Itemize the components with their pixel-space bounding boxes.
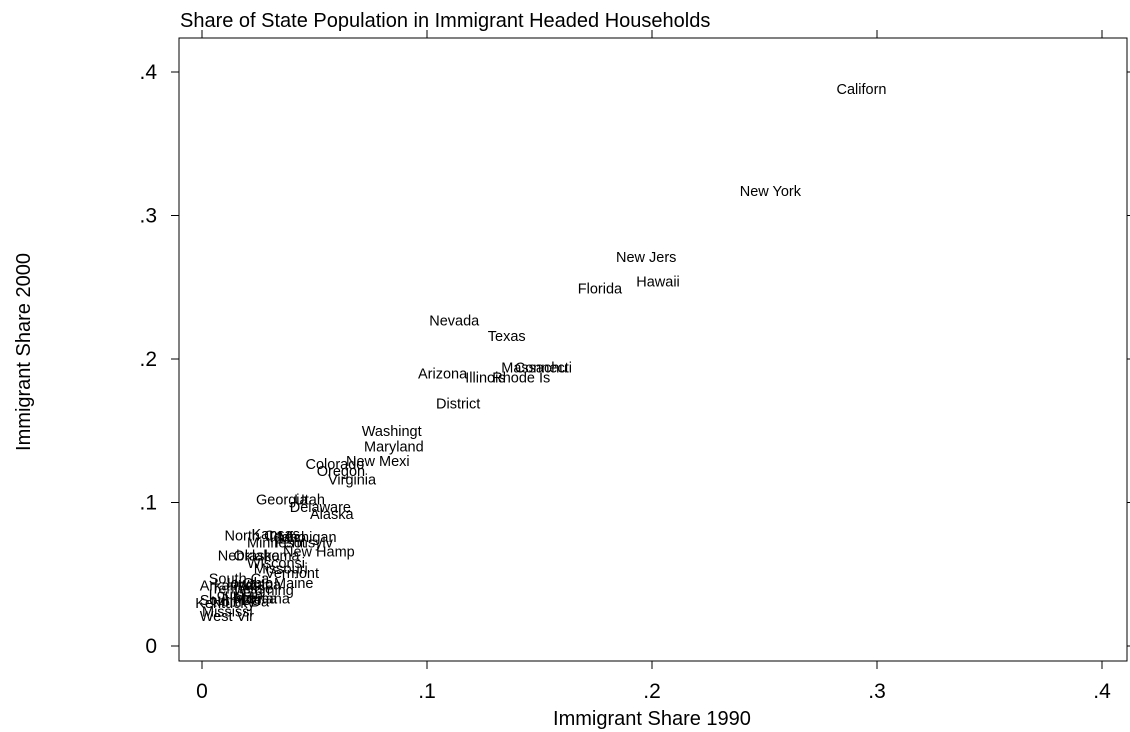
point-label-13: Washingt [362, 424, 422, 440]
y-tick-label-0: 0 [145, 635, 157, 658]
x-tick-label-2: .2 [643, 680, 661, 703]
point-label-19: Georgia [256, 493, 309, 509]
point-label-25: Idaho [270, 530, 306, 546]
x-tick-label-1: .1 [418, 680, 436, 703]
chart-title: Share of State Population in Immigrant H… [180, 10, 710, 32]
point-label-39: Maine [274, 576, 314, 592]
point-label-23: North Ca [225, 529, 284, 545]
point-label-5: Nevada [429, 313, 480, 329]
point-label-0: Californ [837, 82, 887, 98]
x-tick-label-3: .3 [868, 680, 886, 703]
point-label-22: Alaska [310, 507, 354, 523]
point-label-31: Oklahoma [234, 549, 301, 565]
point-label-50: West Vir [200, 609, 254, 625]
point-label-4: Florida [578, 282, 623, 298]
point-label-30: Nebraska [218, 549, 281, 565]
point-label-9: Arizona [418, 366, 468, 382]
point-label-47: North Da [211, 595, 270, 611]
point-label-32: Wisconsi [247, 556, 305, 572]
point-labels: Californ New York New Jers Hawaii Florida Nev… [195, 82, 886, 625]
x-axis-label: Immigrant Share 1990 [553, 708, 751, 730]
point-label-29: New Hamp [283, 544, 355, 560]
x-tick-label-0: 0 [196, 680, 208, 703]
x-tick-label-4: .4 [1093, 680, 1111, 703]
y-tick-label-3: .3 [139, 205, 157, 228]
point-label-12: District [436, 396, 480, 412]
point-label-7: Massachu [501, 361, 567, 377]
plot-frame [178, 37, 1128, 662]
point-label-41: Tennesse [211, 582, 273, 598]
point-label-44: Alabama [220, 592, 278, 608]
point-label-24: Kansas [252, 527, 300, 543]
point-label-35: South Ca [209, 572, 270, 588]
y-axis-label: Immigrant Share 2000 [13, 253, 35, 451]
point-label-2: New Jers [616, 250, 676, 266]
point-label-3: Hawaii [636, 275, 680, 291]
point-label-8: Connecti [515, 361, 572, 377]
point-label-37: Ohio [243, 576, 274, 592]
point-label-42: Wyoming [234, 583, 294, 599]
point-label-34: Vermont [265, 566, 319, 582]
point-label-33: Missouri [254, 562, 308, 578]
point-label-20: Utah [294, 493, 325, 509]
point-label-48: Kentucky [195, 596, 255, 612]
point-label-27: Minnesot [247, 536, 306, 552]
point-label-26: Michigan [279, 530, 337, 546]
point-label-38: Indiana [234, 577, 283, 593]
y-tick-label-2: .2 [139, 348, 157, 371]
point-label-10: Illinois [465, 371, 505, 387]
y-axis: 0 .1 .2 .3 .4 [139, 61, 1130, 658]
point-label-17: Oregon [317, 464, 365, 480]
point-label-1: New York [740, 184, 802, 200]
point-label-43: Louisian [209, 587, 263, 603]
point-label-14: Maryland [364, 440, 424, 456]
point-label-21: Delaware [290, 500, 351, 516]
point-label-36: Iowa [227, 576, 259, 592]
point-label-6: Texas [488, 329, 526, 345]
point-label-15: New Mexi [346, 454, 410, 470]
point-label-46: South Da [200, 593, 261, 609]
point-label-28: Pennsylv [274, 536, 334, 552]
point-label-18: Virginia [328, 473, 377, 489]
point-label-40: Arkansas [200, 579, 260, 595]
point-label-16: Colorado [306, 457, 365, 473]
point-label-45: Montana [234, 592, 291, 608]
point-label-49: Mississi [202, 605, 253, 621]
y-tick-label-4: .4 [139, 61, 157, 84]
x-axis: 0 .1 .2 .3 .4 [196, 30, 1111, 703]
y-tick-label-1: .1 [139, 492, 157, 515]
point-label-11: Rhode Is [492, 371, 550, 387]
